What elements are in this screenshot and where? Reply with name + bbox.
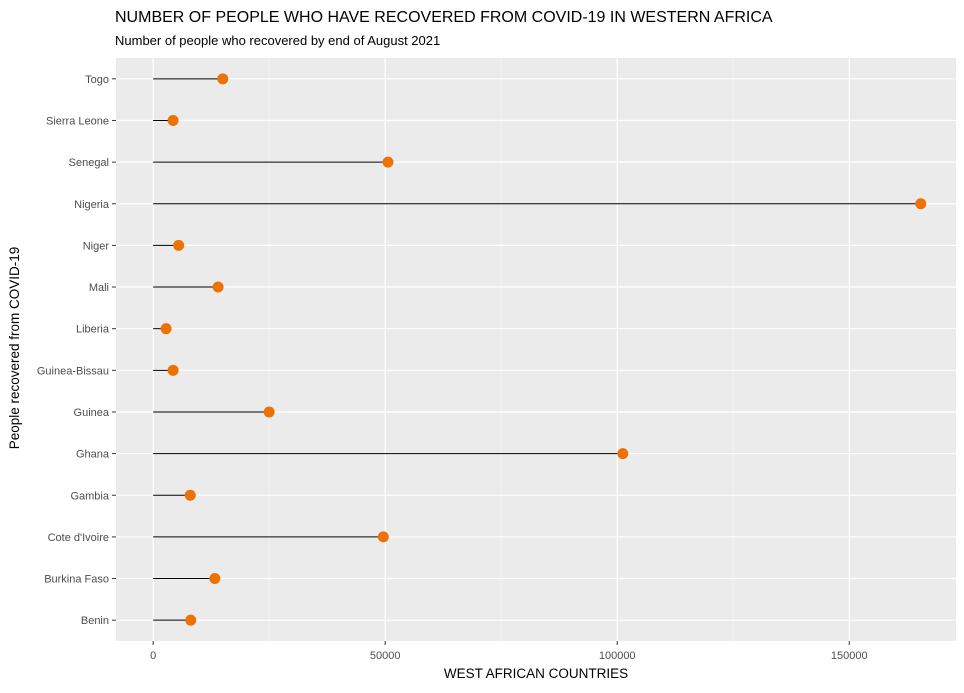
data-point-nigeria [915, 198, 927, 210]
data-point-sierra-leone [167, 114, 179, 126]
data-point-mali [212, 281, 224, 293]
data-point-guinea-bissau [167, 364, 179, 376]
x-tick-label: 100000 [599, 650, 636, 662]
y-tick-label: Guinea-Bissau [37, 365, 109, 377]
x-tick-label: 150000 [831, 650, 868, 662]
y-tick-label: Mali [89, 282, 109, 294]
data-point-niger [173, 239, 185, 251]
data-point-gambia [184, 489, 196, 501]
y-tick-label: Sierra Leone [46, 115, 109, 127]
data-point-cote-d-ivoire [377, 531, 389, 543]
y-tick-label: Gambia [70, 490, 109, 502]
x-axis-title: WEST AFRICAN COUNTRIES [444, 666, 628, 681]
x-axis-ticks: 0 50000 100000 150000 [150, 641, 868, 662]
y-tick-label: Liberia [76, 324, 110, 336]
y-axis-ticks: Benin Burkina Faso Cote d'Ivoire Gambia Ghan… [37, 74, 116, 627]
data-point-senegal [382, 156, 394, 168]
plot-panel [116, 58, 956, 641]
y-tick-label: Benin [81, 615, 109, 627]
data-point-ghana [617, 448, 629, 460]
y-tick-label: Cote d'Ivoire [48, 532, 109, 544]
y-tick-label: Senegal [69, 157, 109, 169]
data-point-burkina-faso [209, 573, 221, 585]
x-tick-label: 50000 [370, 650, 401, 662]
y-axis-title: People recovered from COVID-19 [7, 247, 22, 450]
y-tick-label: Niger [83, 240, 110, 252]
y-tick-label: Burkina Faso [44, 574, 109, 586]
chart-title: NUMBER OF PEOPLE WHO HAVE RECOVERED FROM… [115, 9, 773, 26]
y-tick-label: Togo [85, 74, 109, 86]
chart-subtitle: Number of people who recovered by end of… [115, 33, 440, 48]
y-tick-label: Guinea [74, 407, 110, 419]
y-tick-label: Ghana [76, 449, 110, 461]
stems [153, 78, 921, 621]
data-point-liberia [160, 323, 172, 335]
data-point-guinea [263, 406, 275, 418]
data-point-togo [217, 73, 229, 85]
points [160, 73, 927, 626]
y-tick-label: Nigeria [74, 199, 110, 211]
data-point-benin [185, 614, 197, 626]
x-tick-label: 0 [150, 650, 156, 662]
